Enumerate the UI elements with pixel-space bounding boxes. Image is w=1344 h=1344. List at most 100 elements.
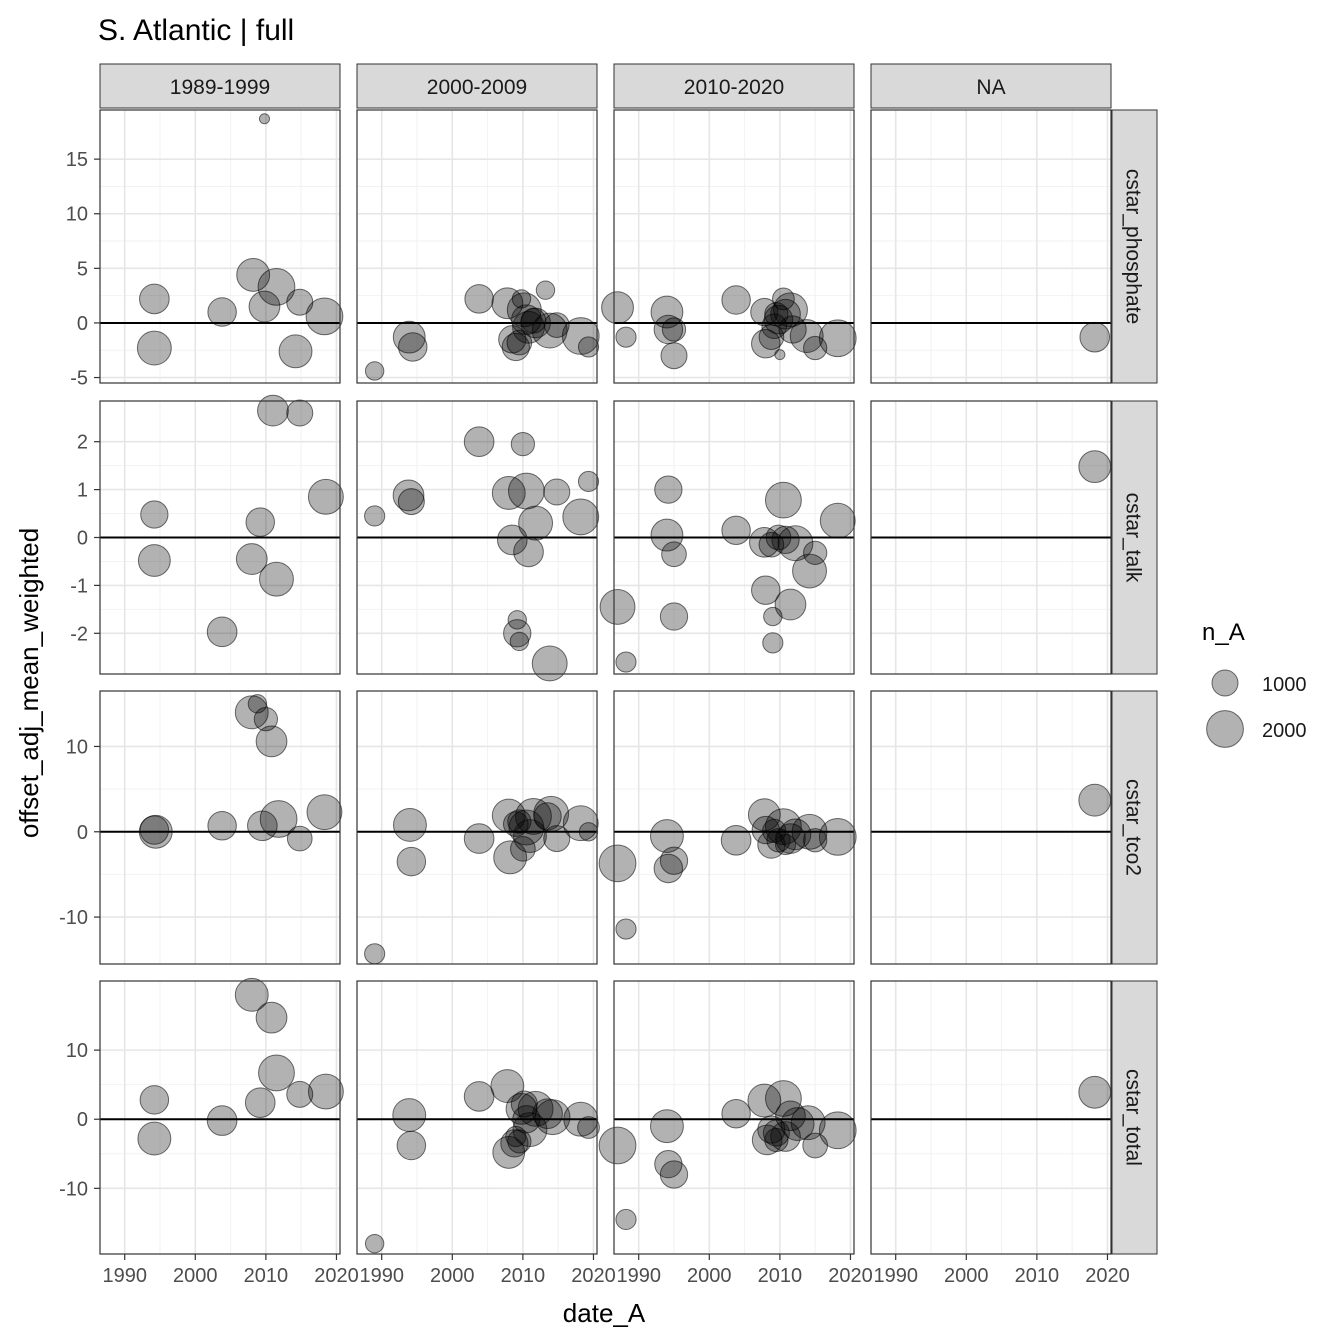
data-point xyxy=(137,1121,172,1156)
data-point xyxy=(775,823,806,854)
facet-panel xyxy=(100,981,340,1254)
row-strip-label: cstar_total xyxy=(1122,1069,1145,1166)
data-point xyxy=(463,426,495,458)
data-point xyxy=(818,817,857,856)
data-point xyxy=(598,844,637,883)
legend-label: 2000 xyxy=(1262,720,1307,742)
column-strip: 2010-2020 xyxy=(613,63,855,109)
data-point xyxy=(649,819,684,853)
data-point xyxy=(286,1080,314,1108)
data-point xyxy=(532,1098,563,1130)
panel-border xyxy=(613,690,855,965)
data-point xyxy=(207,811,237,841)
column-strip-label: 2000-2009 xyxy=(427,76,527,99)
column-strip: NA xyxy=(870,63,1112,109)
data-point xyxy=(770,1121,801,1152)
data-point xyxy=(721,1098,751,1129)
legend-entries: 1000 2000 xyxy=(1206,669,1307,748)
x-axis-label: date_A xyxy=(563,1298,646,1328)
data-point xyxy=(615,918,637,940)
facet-panel xyxy=(614,691,854,964)
legend-key xyxy=(1211,669,1239,697)
data-point xyxy=(650,518,684,552)
data-point xyxy=(763,304,794,335)
data-point xyxy=(819,502,856,539)
data-point xyxy=(396,1130,427,1161)
data-point xyxy=(259,561,294,597)
data-point xyxy=(601,291,634,325)
data-point xyxy=(533,795,570,832)
x-tick-label: 2020 xyxy=(828,1265,873,1287)
y-tick-label: 10 xyxy=(66,204,88,226)
data-point xyxy=(660,342,688,370)
y-tick-label: -1 xyxy=(70,575,88,597)
data-point xyxy=(258,1054,295,1092)
x-axis: 1990 2000 2010 2020 xyxy=(359,1254,616,1287)
data-point xyxy=(751,575,781,605)
legend: n_A 1000 2000 xyxy=(1202,619,1307,748)
x-tick-label: 2000 xyxy=(173,1265,218,1287)
panel-border xyxy=(99,690,341,965)
data-point xyxy=(259,800,298,838)
row-strip: cstar_talk xyxy=(1111,400,1158,675)
panel-border xyxy=(99,980,341,1255)
facet-panel xyxy=(357,401,597,674)
column-strip-background xyxy=(99,63,341,109)
panel-background xyxy=(100,981,340,1254)
column-strip-background xyxy=(870,63,1112,109)
data-point xyxy=(661,317,687,342)
data-point xyxy=(577,470,600,493)
data-point xyxy=(255,725,288,758)
data-point xyxy=(751,1124,783,1156)
y-tick-label: -10 xyxy=(59,907,88,929)
data-point xyxy=(364,943,386,965)
facet-panel xyxy=(614,981,854,1254)
panel-border xyxy=(613,109,855,384)
row-strip: cstar_total xyxy=(1111,980,1158,1255)
data-point xyxy=(392,320,426,354)
facet-panel xyxy=(871,691,1111,964)
data-point xyxy=(364,1233,385,1254)
legend-key xyxy=(1206,710,1244,748)
data-point xyxy=(659,846,689,875)
data-point xyxy=(661,541,687,568)
x-axis: 1990 2000 2010 2020 xyxy=(873,1254,1130,1287)
y-tick-label: 5 xyxy=(77,258,88,280)
data-point xyxy=(206,1105,238,1136)
data-point xyxy=(501,332,530,362)
panel-points xyxy=(137,977,344,1156)
facet-panel xyxy=(871,110,1111,383)
data-point xyxy=(598,1126,637,1165)
panel-points xyxy=(364,426,600,682)
facet-panel xyxy=(100,110,340,383)
panel-points xyxy=(136,113,344,369)
data-point xyxy=(510,835,536,862)
data-point xyxy=(398,332,428,362)
panel-background xyxy=(614,691,854,964)
data-point xyxy=(510,431,536,457)
data-point xyxy=(392,807,427,842)
data-point xyxy=(780,1107,815,1142)
data-point xyxy=(615,651,637,673)
panel-background xyxy=(614,110,854,383)
data-point xyxy=(531,312,568,349)
data-point xyxy=(803,540,828,565)
y-axis-label: offset_adj_mean_weighted xyxy=(14,528,44,838)
x-tick-label: 2000 xyxy=(430,1265,475,1287)
panel-background xyxy=(871,981,1111,1254)
legend-entry: 1000 xyxy=(1211,669,1307,697)
data-point xyxy=(792,553,827,589)
data-point xyxy=(531,645,568,682)
data-point xyxy=(773,292,808,328)
y-axis: -2 -1 0 1 2 xyxy=(70,432,100,645)
data-point xyxy=(749,526,780,558)
row-strip-background xyxy=(1111,109,1158,384)
panel-border xyxy=(613,980,855,1255)
data-point xyxy=(234,695,269,730)
y-tick-label: 10 xyxy=(66,1040,88,1062)
x-axis: 1990 2000 2010 2020 xyxy=(616,1254,873,1287)
data-point xyxy=(255,1001,288,1034)
facet-panel xyxy=(100,401,340,674)
row-strip-background xyxy=(1111,980,1158,1255)
